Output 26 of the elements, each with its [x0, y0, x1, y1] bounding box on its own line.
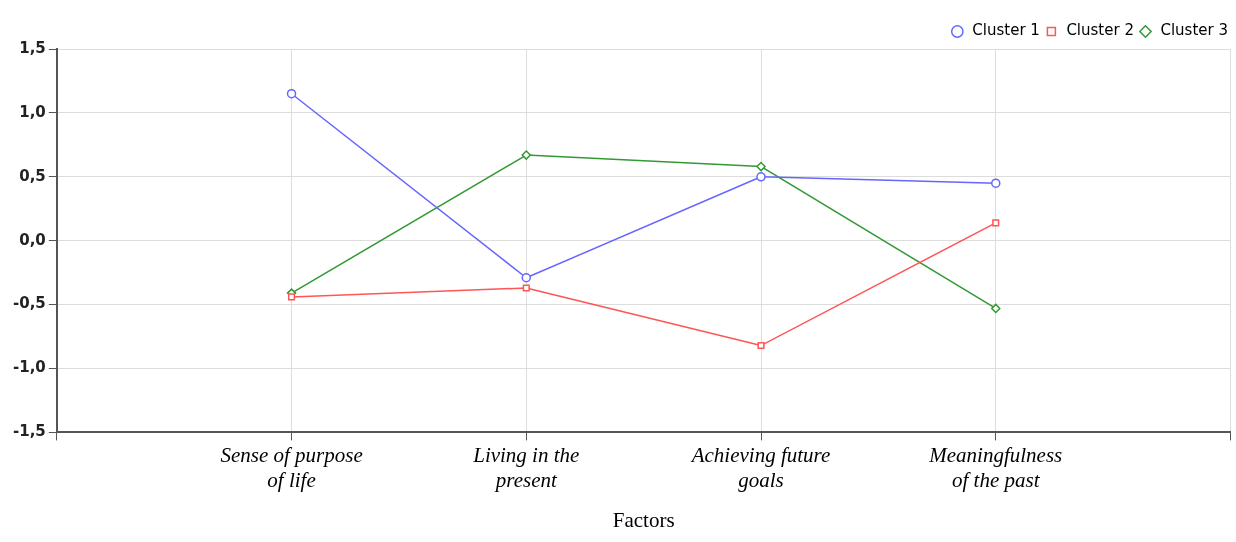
point: [522, 284, 530, 292]
point: [287, 293, 296, 301]
point: [991, 178, 1001, 188]
legend-label: Cluster 3: [1160, 21, 1229, 40]
y-tick-label: -1,0: [12, 358, 46, 377]
y-tick-label: -0,5: [12, 294, 46, 313]
y-tick-label: 0,0: [19, 230, 46, 249]
x-tick-label: Achieving future goals: [689, 442, 831, 492]
x-axis-title: Factors: [612, 507, 675, 532]
point: [757, 341, 765, 350]
point: [521, 273, 532, 283]
y-tick-label: 0,5: [19, 166, 46, 185]
point: [286, 88, 297, 99]
y-tick-label: 1,5: [19, 38, 46, 57]
x-tick-label: Sense of purpose of life: [220, 442, 363, 492]
point: [992, 219, 1000, 227]
legend-label: Cluster 2: [1066, 21, 1134, 40]
x-tick-label: Living in the present: [472, 442, 580, 492]
point: [756, 161, 766, 172]
y-tick-label: -1,5: [12, 422, 46, 441]
point: [756, 172, 766, 182]
legend-label: Cluster 1: [972, 21, 1040, 40]
y-tick-label: 1,0: [19, 102, 46, 121]
point: [991, 303, 1001, 314]
point: [521, 150, 532, 160]
x-tick-label: Meaningfulness of the past: [928, 442, 1063, 492]
